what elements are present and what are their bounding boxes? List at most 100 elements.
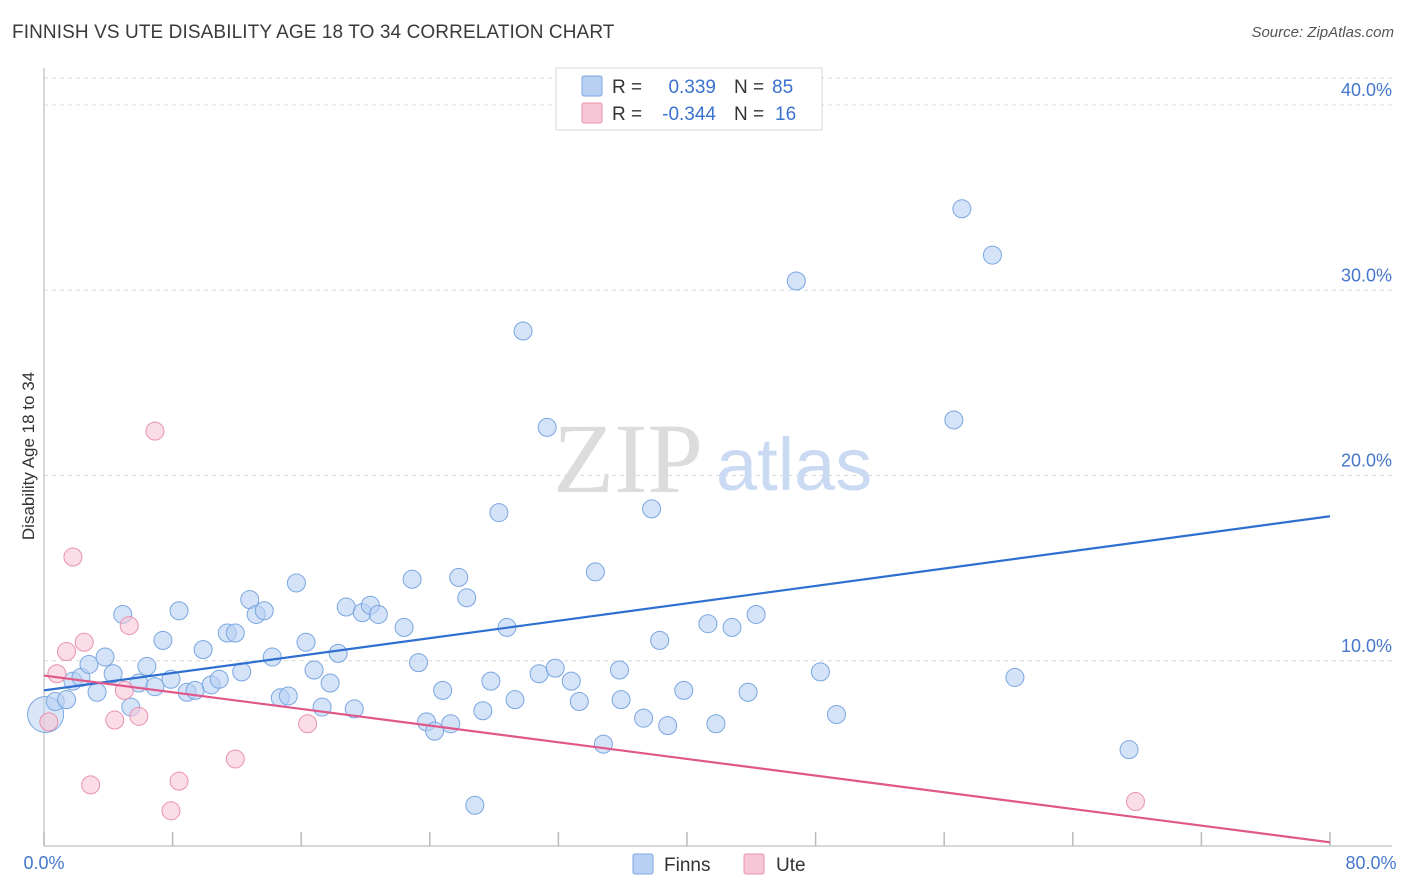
ute-point bbox=[169, 771, 189, 791]
finns-point bbox=[982, 245, 1002, 265]
finns-trend-line bbox=[43, 515, 1331, 692]
finns-point bbox=[706, 714, 726, 734]
legend-top: R = 0.339 N = 85 R = -0.344 N = 16 bbox=[555, 67, 823, 131]
finns-point bbox=[944, 410, 964, 430]
finns-point bbox=[87, 682, 107, 702]
ute-point bbox=[74, 632, 94, 652]
finns-point bbox=[481, 671, 501, 691]
finns-point bbox=[433, 680, 453, 700]
ute-point bbox=[47, 664, 67, 684]
finns-point bbox=[278, 686, 298, 706]
finns-point bbox=[1005, 667, 1025, 687]
legend-r-value-finns: 0.339 bbox=[668, 77, 716, 98]
finns-point bbox=[449, 567, 469, 587]
finns-point bbox=[473, 701, 493, 721]
legend-bottom-label-ute: Ute bbox=[776, 855, 806, 876]
finns-point bbox=[593, 734, 613, 754]
finns-point bbox=[698, 614, 718, 634]
legend-n-label-ute: N = bbox=[734, 104, 764, 125]
finns-point bbox=[634, 708, 654, 728]
legend-n-value-ute: 16 bbox=[775, 104, 796, 125]
finns-point bbox=[537, 417, 557, 437]
finns-point bbox=[609, 660, 629, 680]
finns-point bbox=[674, 680, 694, 700]
ute-point bbox=[1125, 792, 1145, 812]
finns-point bbox=[952, 199, 972, 219]
finns-point bbox=[304, 660, 324, 680]
ute-point bbox=[81, 775, 101, 795]
finns-point bbox=[611, 690, 631, 710]
x-ticks bbox=[43, 832, 1331, 846]
ute-point bbox=[298, 714, 318, 734]
legend-r-value-ute: -0.344 bbox=[662, 104, 716, 125]
finns-point bbox=[513, 321, 533, 341]
finns-point bbox=[738, 682, 758, 702]
ute-point bbox=[225, 749, 245, 769]
ute-point bbox=[39, 712, 59, 732]
finns-point bbox=[465, 795, 485, 815]
legend-bottom-swatch-ute bbox=[743, 853, 765, 875]
finns-point bbox=[658, 716, 678, 736]
finns-point bbox=[642, 499, 662, 519]
y-tick-label-30: 30.0% bbox=[1341, 265, 1392, 285]
y-tick-label-10: 10.0% bbox=[1341, 636, 1392, 656]
finns-point bbox=[336, 597, 356, 617]
finns-point bbox=[79, 654, 99, 674]
finns-point bbox=[320, 673, 340, 693]
legend-swatch-ute bbox=[581, 102, 603, 124]
ute-point bbox=[145, 421, 165, 441]
finns-point bbox=[650, 630, 670, 650]
finns-point bbox=[209, 669, 229, 689]
watermark: ZIP atlas bbox=[553, 403, 872, 514]
finns-point bbox=[103, 664, 123, 684]
legend-bottom-label-finns: Finns bbox=[664, 855, 710, 876]
finns-point bbox=[569, 692, 589, 712]
finns-point bbox=[746, 604, 766, 624]
finns-point bbox=[505, 690, 525, 710]
watermark-zip: ZIP bbox=[553, 403, 703, 514]
y-tick-labels: 10.0% 20.0% 30.0% 40.0% bbox=[1341, 80, 1392, 656]
legend-bottom-swatch-finns bbox=[632, 853, 654, 875]
legend-r-label-ute: R = bbox=[612, 104, 642, 125]
chart-title: FINNISH VS UTE DISABILITY AGE 18 TO 34 C… bbox=[12, 22, 615, 43]
x-tick-label-min: 0.0% bbox=[23, 853, 64, 873]
ute-point bbox=[105, 710, 125, 730]
finns-point bbox=[57, 690, 77, 710]
finns-point bbox=[561, 671, 581, 691]
finns-point bbox=[328, 643, 348, 663]
finns-point bbox=[193, 640, 213, 660]
finns-point bbox=[826, 704, 846, 724]
ute-point bbox=[119, 616, 139, 636]
ute-point bbox=[161, 801, 181, 821]
legend-n-label-finns: N = bbox=[734, 77, 764, 98]
finns-point bbox=[810, 662, 830, 682]
grid bbox=[44, 77, 1392, 662]
ute-trend-line bbox=[43, 674, 1331, 844]
finns-point bbox=[145, 677, 165, 697]
finns-point bbox=[1119, 740, 1139, 760]
watermark-atlas: atlas bbox=[716, 423, 872, 506]
legend-bottom: Finns Ute bbox=[632, 853, 806, 876]
legend-swatch-finns bbox=[581, 75, 603, 97]
finns-point bbox=[286, 573, 306, 593]
finns-point bbox=[296, 632, 316, 652]
trend-lines bbox=[43, 515, 1331, 844]
finns-point bbox=[457, 588, 477, 608]
finns-point bbox=[137, 656, 157, 676]
ute-point bbox=[63, 547, 83, 567]
finns-point bbox=[786, 271, 806, 291]
x-tick-label-max: 80.0% bbox=[1345, 853, 1396, 873]
finns-point bbox=[489, 503, 509, 523]
finns-point bbox=[169, 601, 189, 621]
finns-point bbox=[95, 647, 115, 667]
y-axis-label: Disability Age 18 to 34 bbox=[19, 372, 38, 540]
finns-point bbox=[409, 653, 429, 673]
finns-point bbox=[585, 562, 605, 582]
y-tick-label-40: 40.0% bbox=[1341, 80, 1392, 100]
source-credit: Source: ZipAtlas.com bbox=[1251, 24, 1394, 41]
finns-point bbox=[262, 647, 282, 667]
finns-point bbox=[722, 617, 742, 637]
finns-point bbox=[402, 569, 422, 589]
finns-point bbox=[153, 630, 173, 650]
